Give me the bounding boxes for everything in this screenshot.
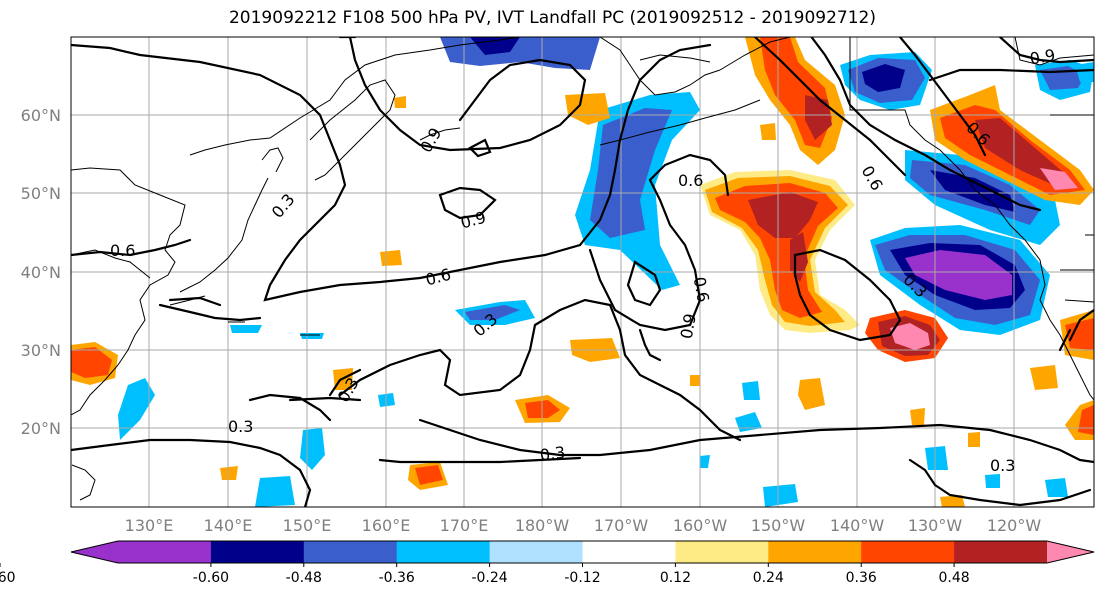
colorbar-tick-label: -0.48	[286, 570, 322, 586]
colorbar-tick-label: -0.60	[193, 570, 229, 586]
contour-label: 0.6	[690, 275, 713, 303]
lat-label: 30°N	[21, 341, 61, 360]
lon-label: 170°E	[440, 516, 489, 535]
lat-label: 60°N	[21, 106, 61, 125]
colorbar-segment	[582, 541, 676, 563]
lon-label: 180°W	[515, 516, 570, 535]
colorbar: -0.60 -0.48 -0.36 -0.24 -0.12 0.12 0.24 0.36 0.4…	[0, 540, 1095, 586]
contour-label: 0.3	[990, 456, 1015, 475]
contour-label: 0.6	[678, 171, 703, 190]
colorbar-tick-label: -0.36	[379, 570, 415, 586]
contour-label: 0.9	[677, 312, 700, 340]
colorbar-segment	[210, 541, 305, 563]
colorbar-segment	[396, 541, 491, 563]
contour-label: 0.6	[110, 241, 135, 260]
positive-shading	[71, 37, 1094, 507]
colorbar-segment	[489, 541, 583, 563]
map-frame	[70, 36, 1095, 508]
longitude-labels: 130°E 140°E 150°E 160°E 170°E 180°W 170°…	[125, 516, 1042, 535]
lon-label: 170°W	[594, 516, 649, 535]
colorbar-segment	[118, 541, 212, 563]
contour-lines	[71, 37, 1094, 507]
colorbar-outline	[70, 540, 1095, 564]
lon-label: 150°E	[283, 516, 332, 535]
colorbar-segment	[861, 541, 955, 563]
colorbar-tick-label: 0.12	[660, 570, 691, 586]
lon-label: 130°W	[908, 516, 963, 535]
latitude-labels: 60°N 50°N 40°N 30°N 20°N	[21, 106, 61, 438]
colorbar-extend-low	[71, 541, 118, 563]
lat-label: 50°N	[21, 184, 61, 203]
lon-label: 160°E	[362, 516, 411, 535]
lon-label: 140°W	[830, 516, 885, 535]
contour-label: 0.9	[1028, 45, 1056, 68]
contour-label: 0.3	[539, 443, 567, 465]
colorbar-segment	[768, 541, 862, 563]
colorbar-tick-label: 0.24	[753, 570, 784, 586]
lon-label: 130°E	[125, 516, 174, 535]
graticule	[71, 37, 1094, 507]
negative-shading	[118, 37, 1094, 507]
colorbar-segment	[303, 541, 398, 563]
lon-label: 150°W	[751, 516, 806, 535]
colorbar-segment	[675, 541, 769, 563]
lon-label: 160°W	[673, 516, 728, 535]
colorbar-tick-label: 0.60	[0, 570, 16, 586]
colorbar-extend-high	[1047, 541, 1094, 563]
colorbar-tick-label: 0.48	[939, 570, 970, 586]
lat-label: 20°N	[21, 419, 61, 438]
colorbar-tick-label: -0.24	[471, 570, 507, 586]
colorbar-segment	[954, 541, 1048, 563]
colorbar-tick-label: 0.36	[846, 570, 877, 586]
contour-label: 0.3	[228, 417, 253, 436]
map-title: 2019092212 F108 500 hPa PV, IVT Landfall…	[228, 8, 876, 28]
lon-label: 140°E	[204, 516, 253, 535]
colorbar-tick-label: -0.12	[564, 570, 600, 586]
lat-label: 40°N	[21, 263, 61, 282]
lon-label: 120°W	[987, 516, 1042, 535]
